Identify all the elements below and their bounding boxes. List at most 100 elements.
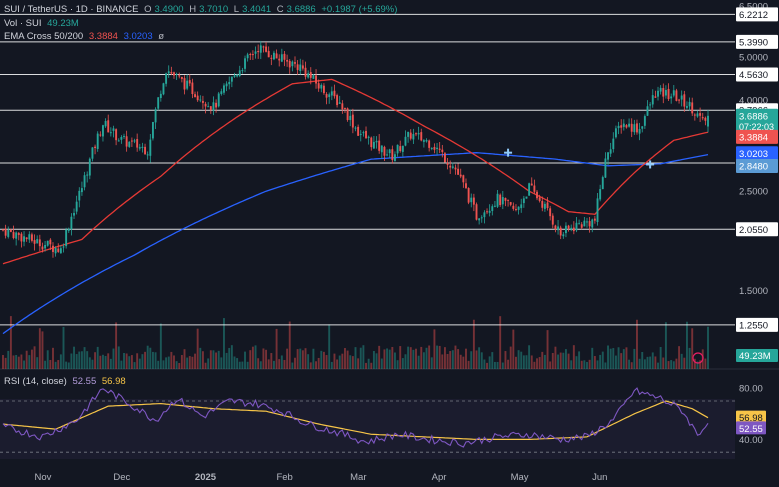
candle-body: [359, 133, 362, 135]
candle-body: [386, 154, 389, 156]
candle-body: [625, 125, 628, 128]
candle-body: [9, 229, 12, 232]
candle-body: [375, 140, 378, 143]
candle-body: [428, 140, 431, 148]
volume-header[interactable]: Vol · SUI 49.23M: [4, 18, 82, 29]
volume-bar: [83, 347, 86, 369]
candle-body: [70, 216, 73, 230]
candle-body: [73, 212, 75, 216]
candle-body: [30, 234, 33, 241]
alert-icon[interactable]: [692, 352, 704, 364]
symbol-title[interactable]: SUI / TetherUS · 1D · BINANCE: [4, 4, 139, 15]
candle-body: [430, 147, 433, 149]
volume-bar: [157, 360, 160, 369]
volume-bar: [273, 360, 275, 369]
volume-bar: [675, 358, 678, 369]
volume-bar: [325, 355, 328, 369]
candle-body: [630, 123, 633, 132]
volume-bar: [254, 345, 257, 369]
volume-bar: [328, 324, 331, 369]
candle-body: [707, 115, 709, 127]
candle-body: [223, 85, 225, 93]
candle-body: [25, 237, 28, 240]
high-value: 3.7010: [199, 4, 229, 15]
volume-bar: [186, 357, 189, 369]
candle-body: [67, 228, 70, 231]
rsi-header[interactable]: RSI (14, close) 52.55 56.98: [4, 376, 129, 387]
price-axis[interactable]: 6.50005.50005.00004.00002.50001.50006.22…: [736, 1, 778, 362]
volume-bar: [696, 361, 699, 369]
candle-body: [596, 198, 599, 222]
volume-bar: [472, 319, 475, 369]
volume-bar: [628, 359, 631, 369]
candle-body: [188, 80, 191, 84]
candle-body: [183, 78, 186, 90]
ema-header[interactable]: EMA Cross 50/200 3.3884 3.0203 ø: [4, 31, 167, 42]
candle-body: [175, 73, 178, 75]
level-label-bg: [736, 34, 778, 49]
x-tick-label: Feb: [276, 472, 292, 483]
volume-bar: [130, 355, 133, 369]
candle-body: [80, 188, 83, 193]
volume-bar: [486, 362, 488, 369]
candle-body: [291, 61, 294, 67]
candle-body: [4, 228, 7, 236]
volume-bar: [365, 362, 367, 369]
candle-body: [541, 200, 544, 208]
volume-bar: [649, 356, 652, 369]
volume-bar: [467, 360, 470, 369]
candle-body: [588, 221, 591, 227]
candle-body: [641, 126, 644, 129]
volume-bar: [501, 362, 504, 369]
candle-body: [417, 133, 420, 135]
candle-body: [146, 154, 149, 156]
candle-body: [675, 90, 678, 101]
volume-bar: [567, 353, 570, 369]
volume-bar: [409, 347, 412, 369]
candle-body: [286, 60, 289, 62]
candle-body: [102, 125, 104, 137]
volume-bar: [462, 356, 465, 369]
candle-body: [128, 141, 131, 147]
rsi-badge: [736, 421, 766, 435]
time-axis[interactable]: Nov Dec 2025 Feb Mar Apr May Jun: [34, 472, 607, 483]
candle-body: [62, 246, 65, 248]
candle-body: [443, 153, 446, 163]
volume-bar: [415, 348, 417, 369]
x-tick-label: Apr: [432, 472, 447, 483]
candle-body: [154, 109, 157, 123]
volume-bar: [622, 349, 625, 369]
candle-body: [483, 212, 486, 218]
volume-bar: [146, 345, 149, 369]
volume-bar: [265, 349, 268, 369]
volume-bar: [65, 361, 68, 369]
candle-body: [649, 104, 652, 106]
candle-body: [370, 137, 373, 148]
volume-bar: [620, 353, 623, 369]
candle-body: [686, 106, 688, 108]
candle-body: [433, 146, 436, 150]
volume-bar: [659, 346, 662, 369]
candle-body: [52, 245, 54, 252]
candle-body: [125, 136, 128, 147]
candle-body: [362, 132, 365, 134]
rsi-ma-badge: [736, 410, 766, 424]
candle-body: [12, 232, 15, 239]
ema-hidden-icon[interactable]: ø: [158, 31, 165, 42]
volume-bar: [522, 355, 525, 369]
x-tick-label: Dec: [113, 472, 130, 483]
candle-body: [251, 54, 254, 56]
volume-price-bg: [736, 349, 778, 362]
volume-bar: [112, 348, 115, 369]
volume-bar: [707, 326, 709, 369]
volume-bar: [583, 360, 586, 369]
volume-bar: [686, 321, 688, 369]
volume-bar: [17, 356, 20, 369]
volume-bar: [504, 351, 507, 369]
candle-body: [328, 94, 331, 97]
candle-body: [578, 223, 581, 225]
candle-body: [604, 158, 607, 178]
